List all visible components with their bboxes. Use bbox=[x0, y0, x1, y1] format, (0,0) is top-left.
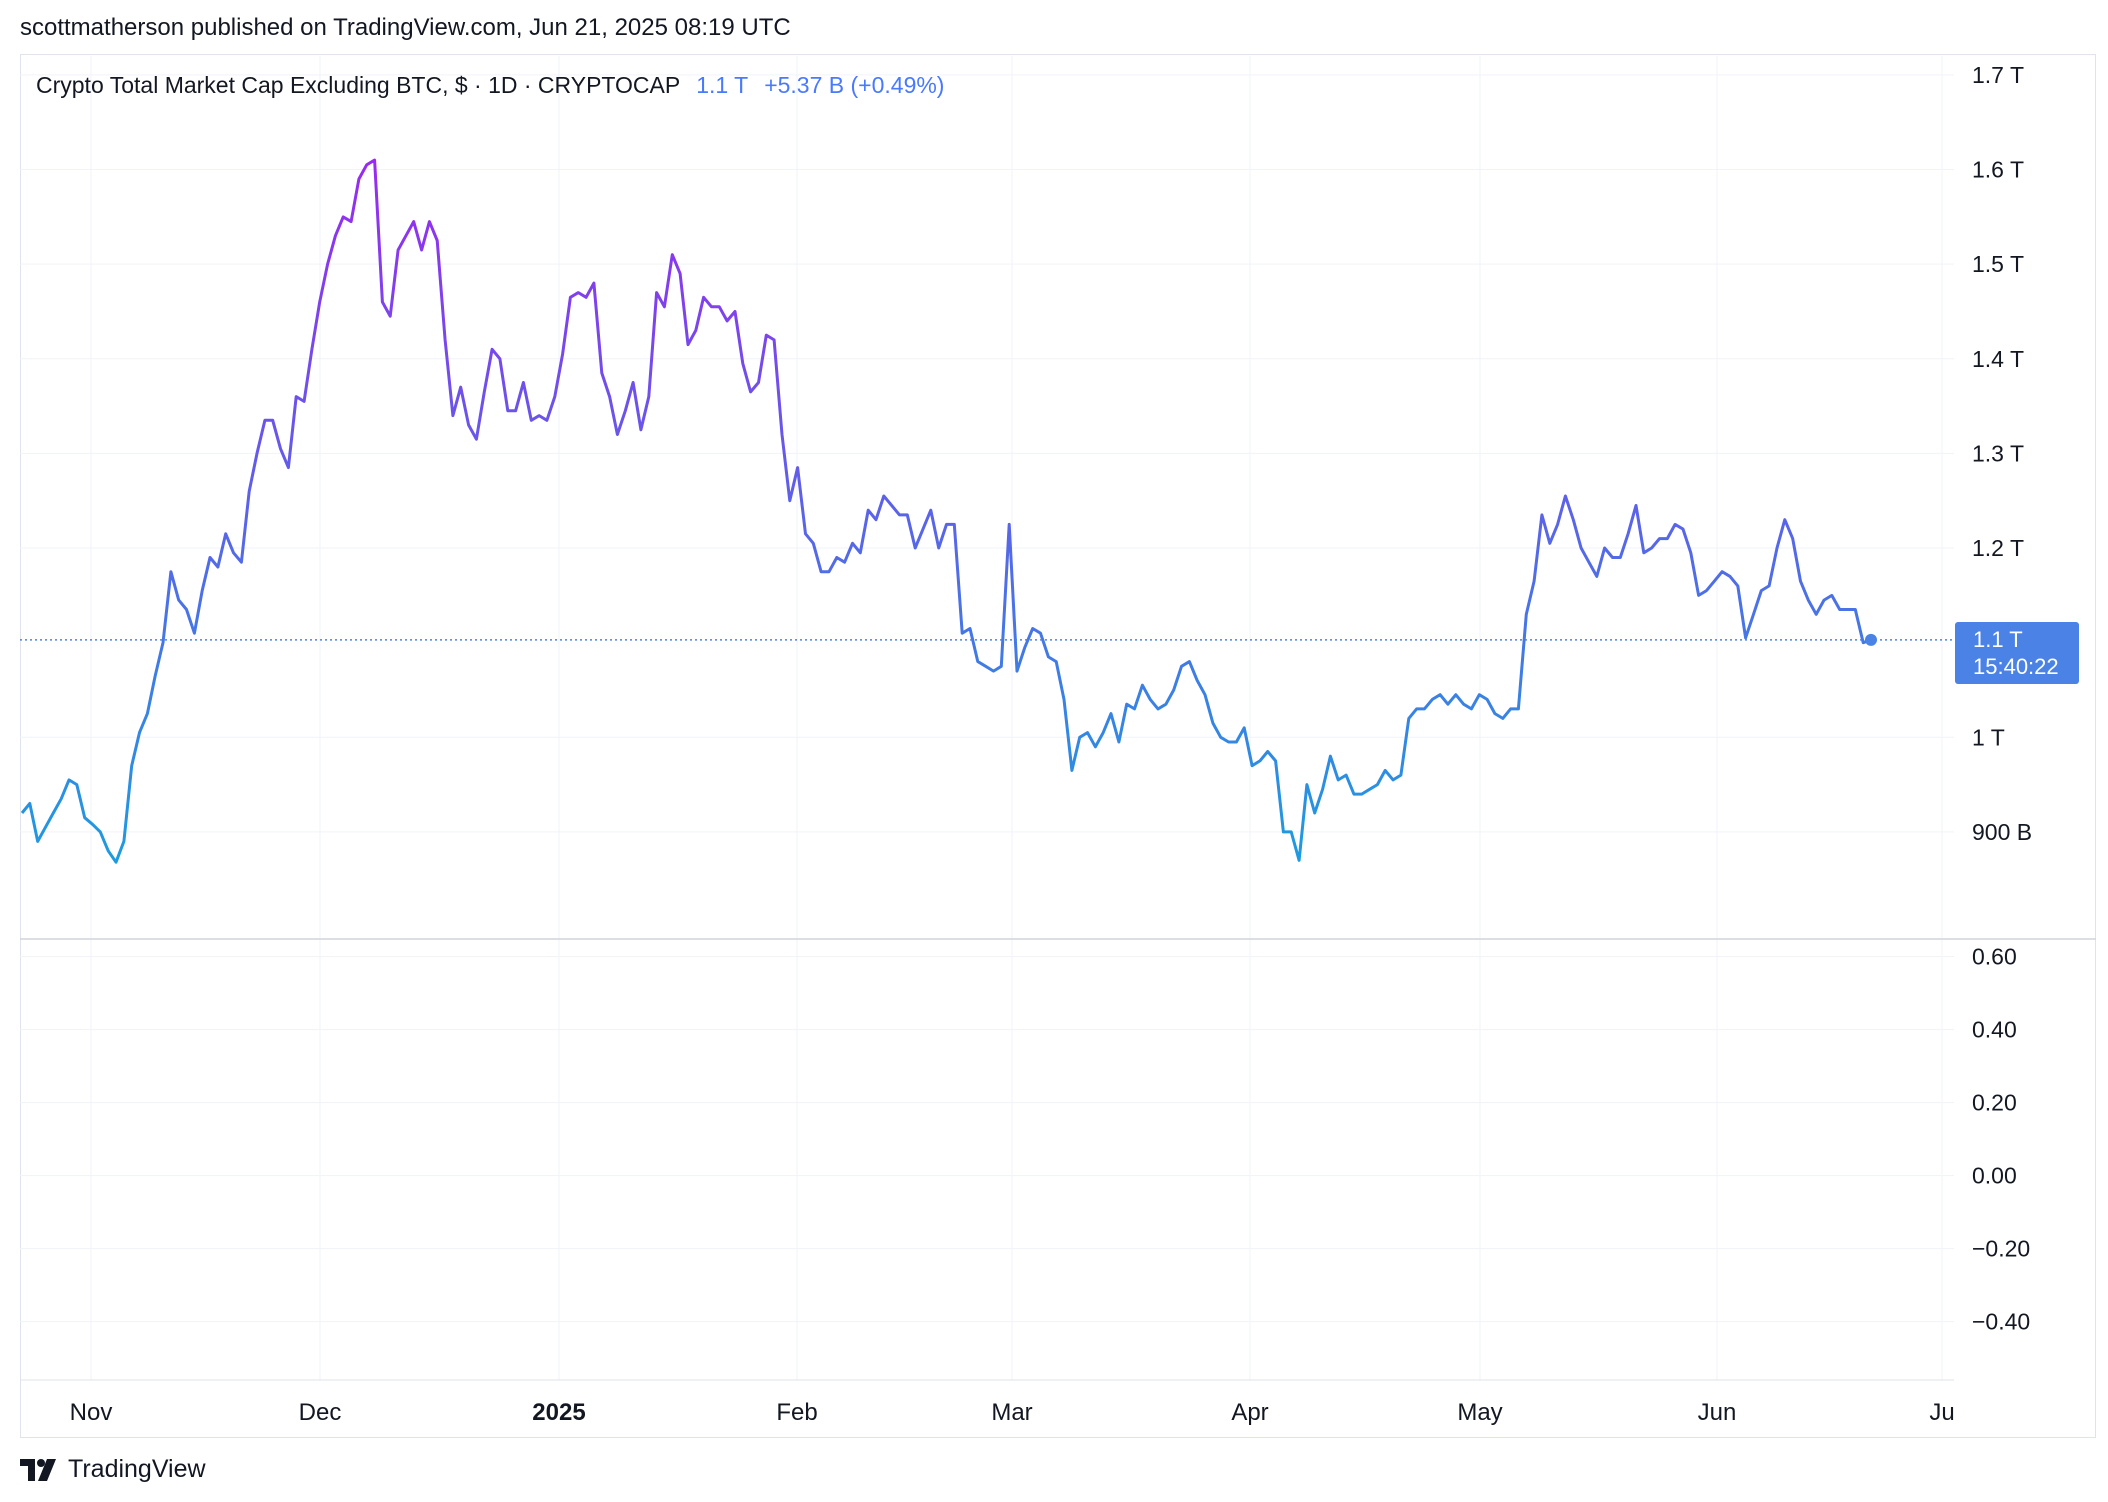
x-tick-label: Feb bbox=[776, 1399, 817, 1426]
bar-countdown: 15:40:22 bbox=[1973, 654, 2059, 679]
x-tick-label: May bbox=[1457, 1399, 1502, 1426]
legend-last-value: 1.1 T bbox=[696, 72, 748, 98]
footer-brand-text: TradingView bbox=[68, 1455, 206, 1483]
x-tick-label: Apr bbox=[1231, 1399, 1268, 1426]
y-tick-label: 1.6 T bbox=[1972, 157, 2024, 183]
legend-symbol: Crypto Total Market Cap Excluding BTC, $… bbox=[36, 72, 680, 98]
y-tick-label: 1.5 T bbox=[1972, 251, 2024, 277]
osc-tick-label: 0.40 bbox=[1972, 1017, 2017, 1043]
osc-tick-label: 0.20 bbox=[1972, 1090, 2017, 1116]
price-series bbox=[20, 158, 1954, 864]
axis-labels: Nov Dec 2025 Feb Mar Apr May Jun Ju 1.7 T 1.6 T 1.5… bbox=[70, 62, 2032, 1426]
y-tick-label: 1 T bbox=[1972, 724, 2005, 750]
y-tick-label: 900 B bbox=[1972, 819, 2032, 845]
symbol-legend[interactable]: Crypto Total Market Cap Excluding BTC, $… bbox=[36, 72, 944, 99]
grid-lines bbox=[20, 56, 2096, 1381]
x-tick-label: Dec bbox=[299, 1399, 342, 1426]
price-line bbox=[20, 158, 1872, 864]
osc-tick-label: −0.40 bbox=[1972, 1309, 2030, 1335]
tradingview-logo-icon bbox=[20, 1458, 56, 1481]
publisher-line: scottmatherson published on TradingView.… bbox=[20, 14, 791, 41]
x-tick-label: 2025 bbox=[532, 1399, 585, 1426]
x-tick-label: Nov bbox=[70, 1399, 113, 1426]
footer-brand[interactable]: TradingView bbox=[20, 1455, 206, 1484]
legend-change: +5.37 B (+0.49%) bbox=[764, 72, 945, 98]
chart-frame bbox=[20, 54, 2096, 1438]
osc-tick-label: 0.60 bbox=[1972, 944, 2017, 970]
last-price-badge: 1.1 T 15:40:22 bbox=[1955, 622, 2079, 684]
osc-tick-label: −0.20 bbox=[1972, 1236, 2030, 1262]
x-tick-label: Mar bbox=[991, 1399, 1032, 1426]
y-tick-label: 1.7 T bbox=[1972, 62, 2024, 88]
osc-tick-label: 0.00 bbox=[1972, 1163, 2017, 1189]
y-tick-label: 1.4 T bbox=[1972, 346, 2024, 372]
y-tick-label: 1.2 T bbox=[1972, 535, 2024, 561]
last-price-label: 1.1 T bbox=[1973, 627, 2023, 652]
last-price-marker bbox=[1865, 633, 1877, 646]
x-tick-label: Ju bbox=[1929, 1399, 1954, 1426]
y-tick-label: 1.3 T bbox=[1972, 440, 2024, 466]
x-tick-label: Jun bbox=[1698, 1399, 1737, 1426]
